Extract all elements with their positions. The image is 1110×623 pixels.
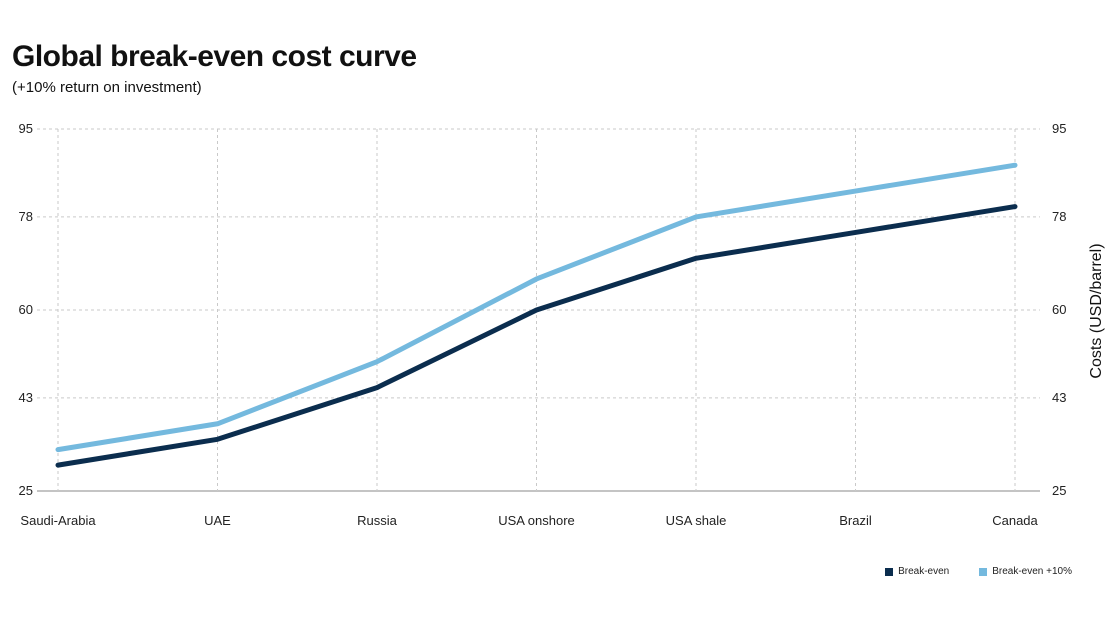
series-lines <box>55 162 1018 468</box>
y-tick-label-left: 78 <box>19 209 33 224</box>
legend-swatch-break-even-plus-10 <box>979 567 988 576</box>
y-tick-label-left: 43 <box>19 390 33 405</box>
x-tick-label: USA shale <box>666 513 727 528</box>
y-tick-label-right: 95 <box>1052 121 1066 136</box>
x-tick-label: Canada <box>992 513 1038 528</box>
chart-subtitle: (+10% return on investment) <box>12 79 202 96</box>
axis-ticks: 25 25 43 43 60 60 78 78 95 95 Saudi-Arabia UAE Russi… <box>19 121 1067 528</box>
y-axis-label: Costs (USD/barrel) <box>1088 243 1105 378</box>
legend-label: Break-even +10% <box>992 566 1072 577</box>
y-tick-label-left: 25 <box>19 483 33 498</box>
chart-title: Global break-even cost curve <box>12 40 417 73</box>
x-tick-label: Saudi-Arabia <box>20 513 96 528</box>
x-tick-label: Brazil <box>839 513 872 528</box>
grid <box>37 128 1040 492</box>
y-tick-label-left: 60 <box>19 302 33 317</box>
legend-swatch-break-even <box>885 567 894 576</box>
y-tick-label-right: 78 <box>1052 209 1066 224</box>
y-tick-label-left: 95 <box>19 121 33 136</box>
y-tick-label-right: 43 <box>1052 390 1066 405</box>
y-tick-label-right: 25 <box>1052 483 1066 498</box>
legend: Break-even Break-even +10% <box>885 566 1072 577</box>
x-tick-label: USA onshore <box>498 513 575 528</box>
x-tick-label: Russia <box>357 513 398 528</box>
legend-item-break-even-plus-10: Break-even +10% <box>979 566 1072 577</box>
x-tick-label: UAE <box>204 513 231 528</box>
y-tick-label-right: 60 <box>1052 302 1066 317</box>
legend-item-break-even: Break-even <box>885 566 949 577</box>
legend-label: Break-even <box>898 566 950 577</box>
